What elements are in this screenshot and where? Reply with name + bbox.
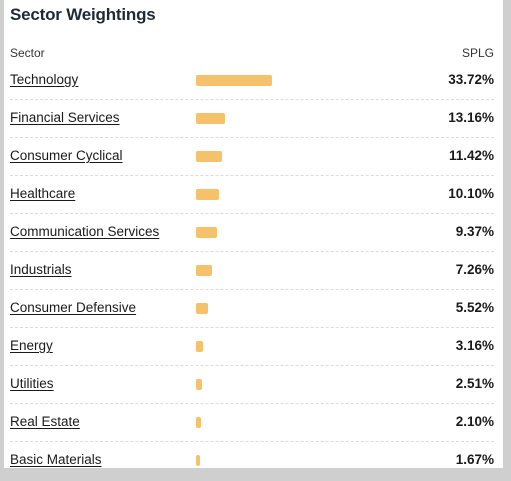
sector-link-utilities[interactable]: Utilities [10,376,54,391]
sector-link-financial-services[interactable]: Financial Services [10,110,120,125]
weight-value: 9.37% [455,224,494,239]
sector-link-consumer-cyclical[interactable]: Consumer Cyclical [10,148,123,163]
weight-bar [196,75,272,86]
weight-bar [196,227,217,238]
weight-bar [196,265,212,276]
sector-row: Utilities 2.51% [10,366,494,404]
sector-row: Consumer Cyclical 11.42% [10,138,494,176]
sector-link-consumer-defensive[interactable]: Consumer Defensive [10,300,137,315]
card-title: Sector Weightings [10,5,156,24]
sector-weightings-card: Sector Weightings Sector SPLG Technology… [4,0,503,468]
sector-link-real-estate[interactable]: Real Estate [10,414,80,429]
weight-bar [196,379,202,390]
weight-value: 33.72% [448,72,494,87]
sector-row: Financial Services 13.16% [10,100,494,138]
sector-row: Real Estate 2.10% [10,404,494,442]
weight-value: 2.10% [455,414,494,429]
weight-bar [196,455,200,466]
weight-bar [196,189,219,200]
sector-row: Healthcare 10.10% [10,176,494,214]
sector-row: Communication Services 9.37% [10,214,494,252]
sector-column-header: Sector [10,46,45,60]
sector-link-basic-materials[interactable]: Basic Materials [10,452,102,467]
weight-value: 11.42% [448,148,494,163]
weight-bar [196,151,222,162]
sector-link-industrials[interactable]: Industrials [10,262,72,277]
sector-row: Technology 33.72% [10,62,494,100]
sector-row: Consumer Defensive 5.52% [10,290,494,328]
sector-link-communication-services[interactable]: Communication Services [10,224,160,239]
weight-value: 5.52% [455,300,494,315]
weight-bar [196,113,225,124]
sector-link-technology[interactable]: Technology [10,72,79,87]
fund-column-header: SPLG [461,46,494,60]
weight-value: 13.16% [448,110,494,125]
sector-link-healthcare[interactable]: Healthcare [10,186,76,201]
weight-bar [196,417,201,428]
weight-value: 1.67% [455,452,494,467]
weight-bar [196,341,203,352]
weight-value: 2.51% [455,376,494,391]
sector-row: Energy 3.16% [10,328,494,366]
weight-value: 3.16% [455,338,494,353]
weight-value: 7.26% [455,262,494,277]
sector-link-energy[interactable]: Energy [10,338,53,353]
weight-bar [196,303,208,314]
sector-row: Basic Materials 1.67% [10,442,494,468]
weight-value: 10.10% [448,186,494,201]
sector-list: Technology 33.72% Financial Services 13.… [10,62,494,468]
sector-row: Industrials 7.26% [10,252,494,290]
